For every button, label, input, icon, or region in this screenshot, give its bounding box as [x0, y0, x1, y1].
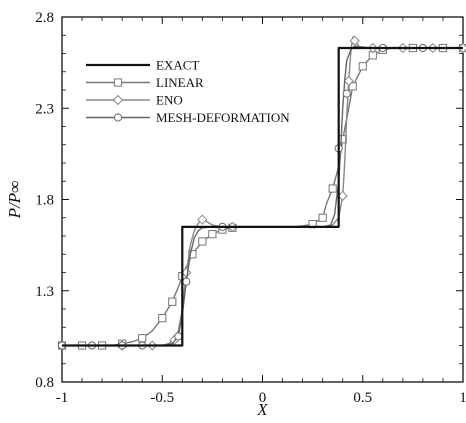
data-point-linear: [328, 184, 337, 193]
axis-ticks: [61, 16, 464, 383]
x-tick-label: 1: [459, 390, 466, 406]
series-mesh-deformation: [57, 43, 463, 350]
legend-label: EXACT: [156, 58, 199, 73]
legend-label: LINEAR: [156, 75, 204, 90]
y-axis-label: P/P∞: [5, 181, 24, 220]
x-tick-label: -1: [56, 390, 69, 406]
axis-tick-labels: -1 -0.5 0 0.5 1 0.8 1.3 1.8 2.3 2.8: [35, 10, 466, 406]
x-tick-label: 0.5: [353, 390, 372, 406]
plot-frame: [61, 16, 464, 383]
y-tick-label: 2.8: [35, 10, 54, 26]
legend-entry-eno: ENO: [86, 93, 183, 108]
series-line-exact: [62, 46, 463, 347]
legend-entry-linear: LINEAR: [86, 75, 204, 90]
data-point-mesh-deformation: [174, 332, 183, 341]
data-point-linear: [168, 297, 177, 306]
legend-label: MESH-DEFORMATION: [156, 110, 290, 125]
data-point-linear: [158, 314, 167, 323]
legend-entry-exact: EXACT: [86, 58, 199, 73]
y-tick-label: 1.8: [35, 193, 54, 209]
data-point-linear: [138, 334, 147, 343]
y-tick-label: 2.3: [35, 101, 54, 117]
series-exact: [62, 46, 463, 347]
data-point-mesh-deformation: [342, 89, 351, 98]
series-linear: [57, 43, 466, 350]
legend-swatch-marker: [113, 78, 123, 87]
legend-swatch-marker: [112, 94, 124, 106]
y-tick-label: 1.3: [35, 284, 54, 300]
legend-label: ENO: [156, 93, 183, 108]
series-line-linear: [62, 47, 463, 347]
legend-entry-mesh-deformation: MESH-DEFORMATION: [86, 110, 290, 125]
data-point-linear: [358, 62, 367, 71]
series-layer: [57, 35, 466, 351]
data-point-linear: [318, 213, 327, 222]
data-point-linear: [208, 230, 217, 239]
legend-swatch-marker: [113, 113, 123, 122]
data-point-mesh-deformation: [182, 277, 191, 286]
series-line-eno: [62, 36, 463, 347]
series-line-mesh-deformation: [62, 45, 463, 347]
x-axis-label: X: [256, 400, 268, 419]
series-eno: [62, 35, 466, 351]
legend: EXACT LINEAR ENO MESH-DEFORMATION: [86, 58, 290, 125]
data-point-linear: [198, 237, 207, 246]
x-tick-label: -0.5: [150, 390, 174, 406]
data-point-eno: [349, 35, 360, 46]
data-point-eno: [197, 214, 208, 225]
data-point-linear: [348, 82, 357, 91]
data-point-eno: [343, 75, 354, 86]
x-tick-label: 0: [259, 390, 267, 406]
y-tick-label: 0.8: [35, 375, 54, 391]
plot-area: [61, 16, 464, 383]
